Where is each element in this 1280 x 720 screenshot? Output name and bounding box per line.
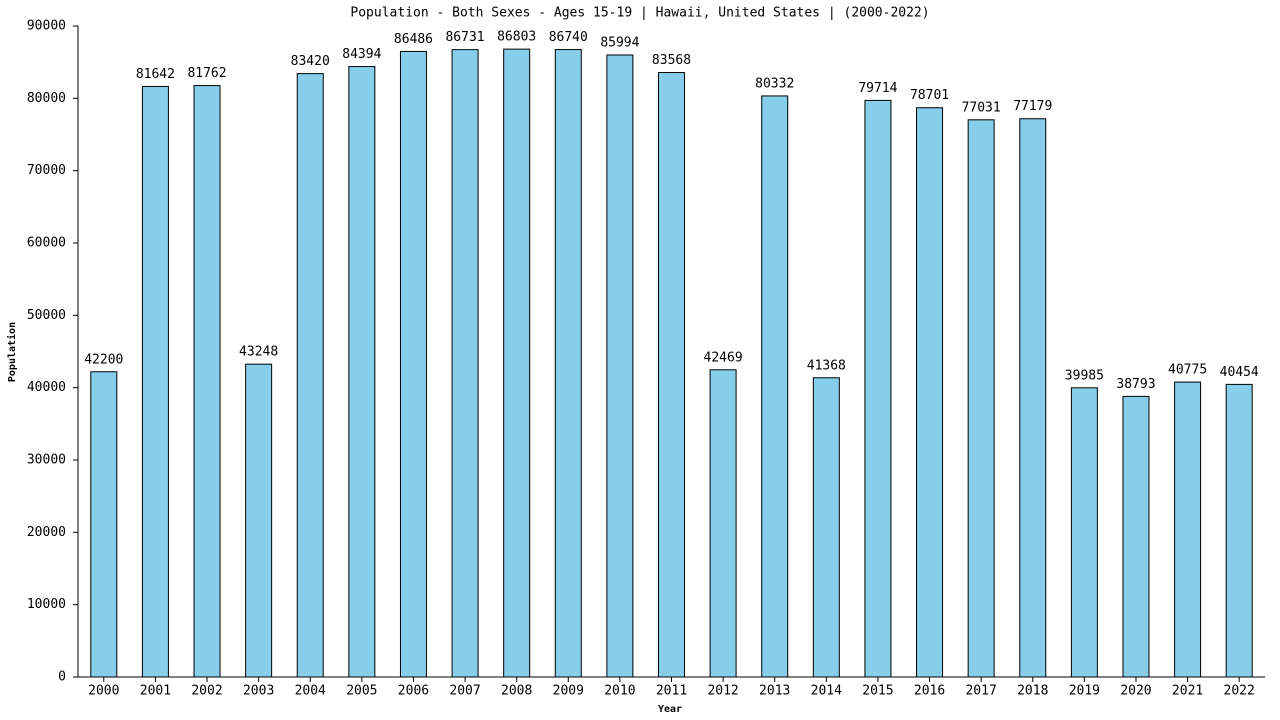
value-label: 38793: [1116, 377, 1155, 392]
value-label: 81762: [187, 66, 226, 81]
x-tick-label: 2017: [965, 684, 996, 699]
bar: [658, 72, 685, 678]
x-tick-label: 2020: [1120, 684, 1151, 699]
value-label: 39985: [1065, 368, 1104, 383]
value-label: 83420: [291, 54, 330, 69]
x-tick-label: 2021: [1172, 684, 1203, 699]
value-label: 86803: [497, 30, 536, 45]
bar: [90, 371, 118, 678]
bar: [245, 363, 273, 678]
bar: [451, 49, 479, 678]
x-tick-label: 2022: [1224, 684, 1255, 699]
value-label: 81642: [136, 67, 175, 82]
x-tick-label: 2000: [88, 684, 119, 699]
value-label: 43248: [239, 345, 278, 360]
y-tick-label: 80000: [27, 91, 66, 106]
value-label: 77031: [962, 100, 1001, 115]
chart-title: Population - Both Sexes - Ages 15-19 | H…: [350, 6, 929, 21]
bar: [916, 107, 944, 678]
x-axis-label: Year: [658, 704, 682, 715]
x-tick-label: 2009: [553, 684, 584, 699]
bar: [503, 48, 531, 678]
x-tick-label: 2014: [811, 684, 842, 699]
bar: [141, 85, 169, 678]
x-tick-label: 2019: [1069, 684, 1100, 699]
x-tick-label: 2018: [1017, 684, 1048, 699]
y-tick-label: 90000: [27, 19, 66, 34]
bar: [761, 95, 789, 678]
y-tick-label: 10000: [27, 597, 66, 612]
y-tick-label: 50000: [27, 308, 66, 323]
x-tick-label: 2006: [398, 684, 429, 699]
y-tick-label: 20000: [27, 525, 66, 540]
y-tick-label: 30000: [27, 453, 66, 468]
value-label: 41368: [807, 358, 846, 373]
bar: [709, 369, 737, 678]
bar: [348, 66, 376, 678]
bar: [812, 377, 840, 678]
x-tick-label: 2007: [449, 684, 480, 699]
y-tick-label: 60000: [27, 236, 66, 251]
value-label: 42200: [84, 352, 123, 367]
bar: [1019, 118, 1047, 678]
bar: [1122, 395, 1150, 678]
x-tick-label: 2012: [707, 684, 738, 699]
bar: [399, 50, 427, 678]
x-tick-label: 2004: [295, 684, 326, 699]
x-tick-label: 2013: [759, 684, 790, 699]
x-tick-label: 2005: [346, 684, 377, 699]
value-label: 85994: [600, 35, 639, 50]
y-tick-label: 70000: [27, 163, 66, 178]
value-label: 80332: [755, 76, 794, 91]
x-tick-label: 2011: [656, 684, 687, 699]
bar: [967, 119, 995, 678]
bar: [1174, 381, 1202, 678]
x-tick-label: 2016: [914, 684, 945, 699]
bar: [554, 49, 582, 678]
value-label: 77179: [1013, 99, 1052, 114]
value-label: 86740: [549, 30, 588, 45]
bar: [864, 99, 892, 678]
y-tick-label: 0: [58, 670, 66, 685]
value-label: 78701: [910, 88, 949, 103]
x-tick-label: 2001: [140, 684, 171, 699]
y-axis-label: Population: [6, 322, 18, 382]
bar: [606, 54, 634, 678]
x-tick-label: 2008: [501, 684, 532, 699]
y-tick-label: 40000: [27, 380, 66, 395]
value-label: 86731: [445, 30, 484, 45]
value-label: 42469: [704, 350, 743, 365]
value-label: 84394: [342, 47, 381, 62]
value-label: 83568: [652, 53, 691, 68]
value-label: 86486: [394, 32, 433, 47]
bar: [1225, 383, 1253, 678]
value-label: 79714: [858, 81, 897, 96]
x-tick-label: 2015: [862, 684, 893, 699]
value-label: 40775: [1168, 363, 1207, 378]
x-tick-label: 2010: [604, 684, 635, 699]
x-tick-label: 2002: [191, 684, 222, 699]
value-label: 40454: [1220, 365, 1259, 380]
x-tick-label: 2003: [243, 684, 274, 699]
bar: [296, 73, 324, 678]
bar: [1070, 387, 1098, 678]
bar: [193, 85, 221, 678]
